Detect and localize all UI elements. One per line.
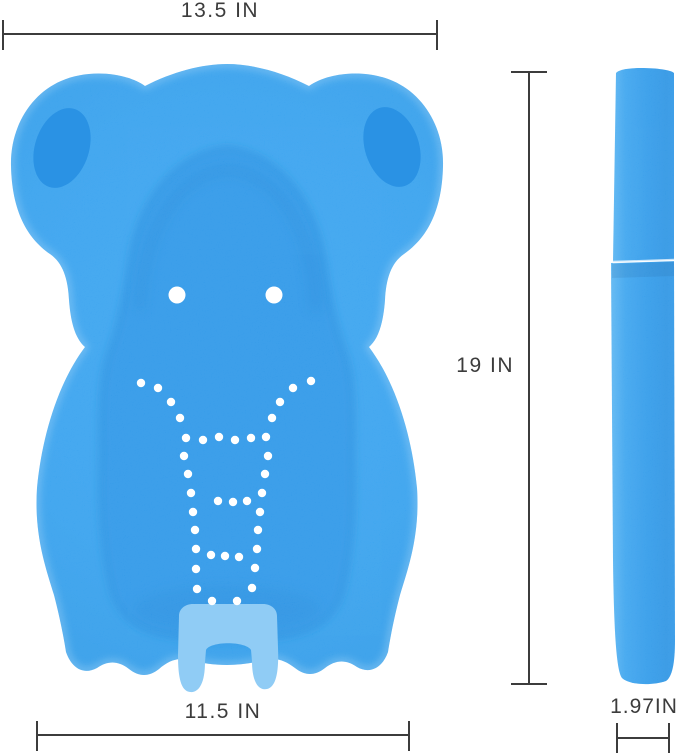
drain-hole — [253, 525, 263, 535]
drain-hole — [198, 435, 208, 445]
drain-hole — [288, 383, 298, 393]
drain-hole — [246, 433, 256, 443]
eye-hole — [168, 286, 186, 304]
drain-hole — [181, 433, 191, 443]
bottom-width-label: 11.5 IN — [184, 700, 262, 723]
dimension-thickness-line — [616, 723, 670, 753]
drain-hole — [191, 564, 201, 574]
drain-hole — [257, 488, 267, 498]
drain-hole — [186, 488, 196, 498]
drain-hole — [207, 596, 217, 606]
drain-hole — [228, 497, 238, 507]
drain-hole — [153, 383, 163, 393]
drain-hole — [263, 451, 273, 461]
top-width-label: 13.5 IN — [180, 0, 260, 22]
dimension-top-width-line — [2, 20, 438, 50]
drain-hole — [136, 378, 146, 388]
drain-hole — [242, 496, 252, 506]
crotch-post — [178, 604, 279, 693]
drain-hole — [220, 551, 230, 561]
dimension-bottom-width-line — [36, 721, 410, 751]
drain-hole — [260, 469, 270, 479]
drain-hole — [232, 596, 242, 606]
drain-holes — [136, 286, 316, 606]
eye-hole — [265, 286, 283, 304]
drain-hole — [175, 413, 185, 423]
drain-hole — [190, 525, 200, 535]
sponge-front-view — [10, 64, 444, 693]
drain-hole — [252, 544, 262, 554]
drain-hole — [255, 507, 265, 517]
drain-hole — [247, 583, 257, 593]
thickness-label: 1.97IN — [610, 695, 678, 718]
drain-hole — [179, 451, 189, 461]
drain-hole — [192, 584, 202, 594]
drain-hole — [188, 507, 198, 517]
drain-hole — [250, 563, 260, 573]
drain-hole — [191, 544, 201, 554]
height-label: 19 IN — [456, 354, 514, 377]
right-ear-hole — [363, 107, 421, 187]
drain-hole — [166, 397, 176, 407]
strip-texture — [611, 68, 675, 685]
drain-hole — [275, 397, 285, 407]
dimension-height-line — [511, 71, 547, 685]
drain-hole — [261, 432, 271, 442]
left-ear-hole — [33, 108, 91, 188]
drain-hole — [306, 376, 316, 386]
drain-hole — [214, 432, 224, 442]
drain-hole — [234, 552, 244, 562]
drain-hole — [183, 469, 193, 479]
drain-hole — [267, 413, 277, 423]
drain-hole — [206, 550, 216, 560]
drain-hole — [230, 435, 240, 445]
drain-hole — [213, 496, 223, 506]
sponge-side-view — [611, 68, 675, 685]
